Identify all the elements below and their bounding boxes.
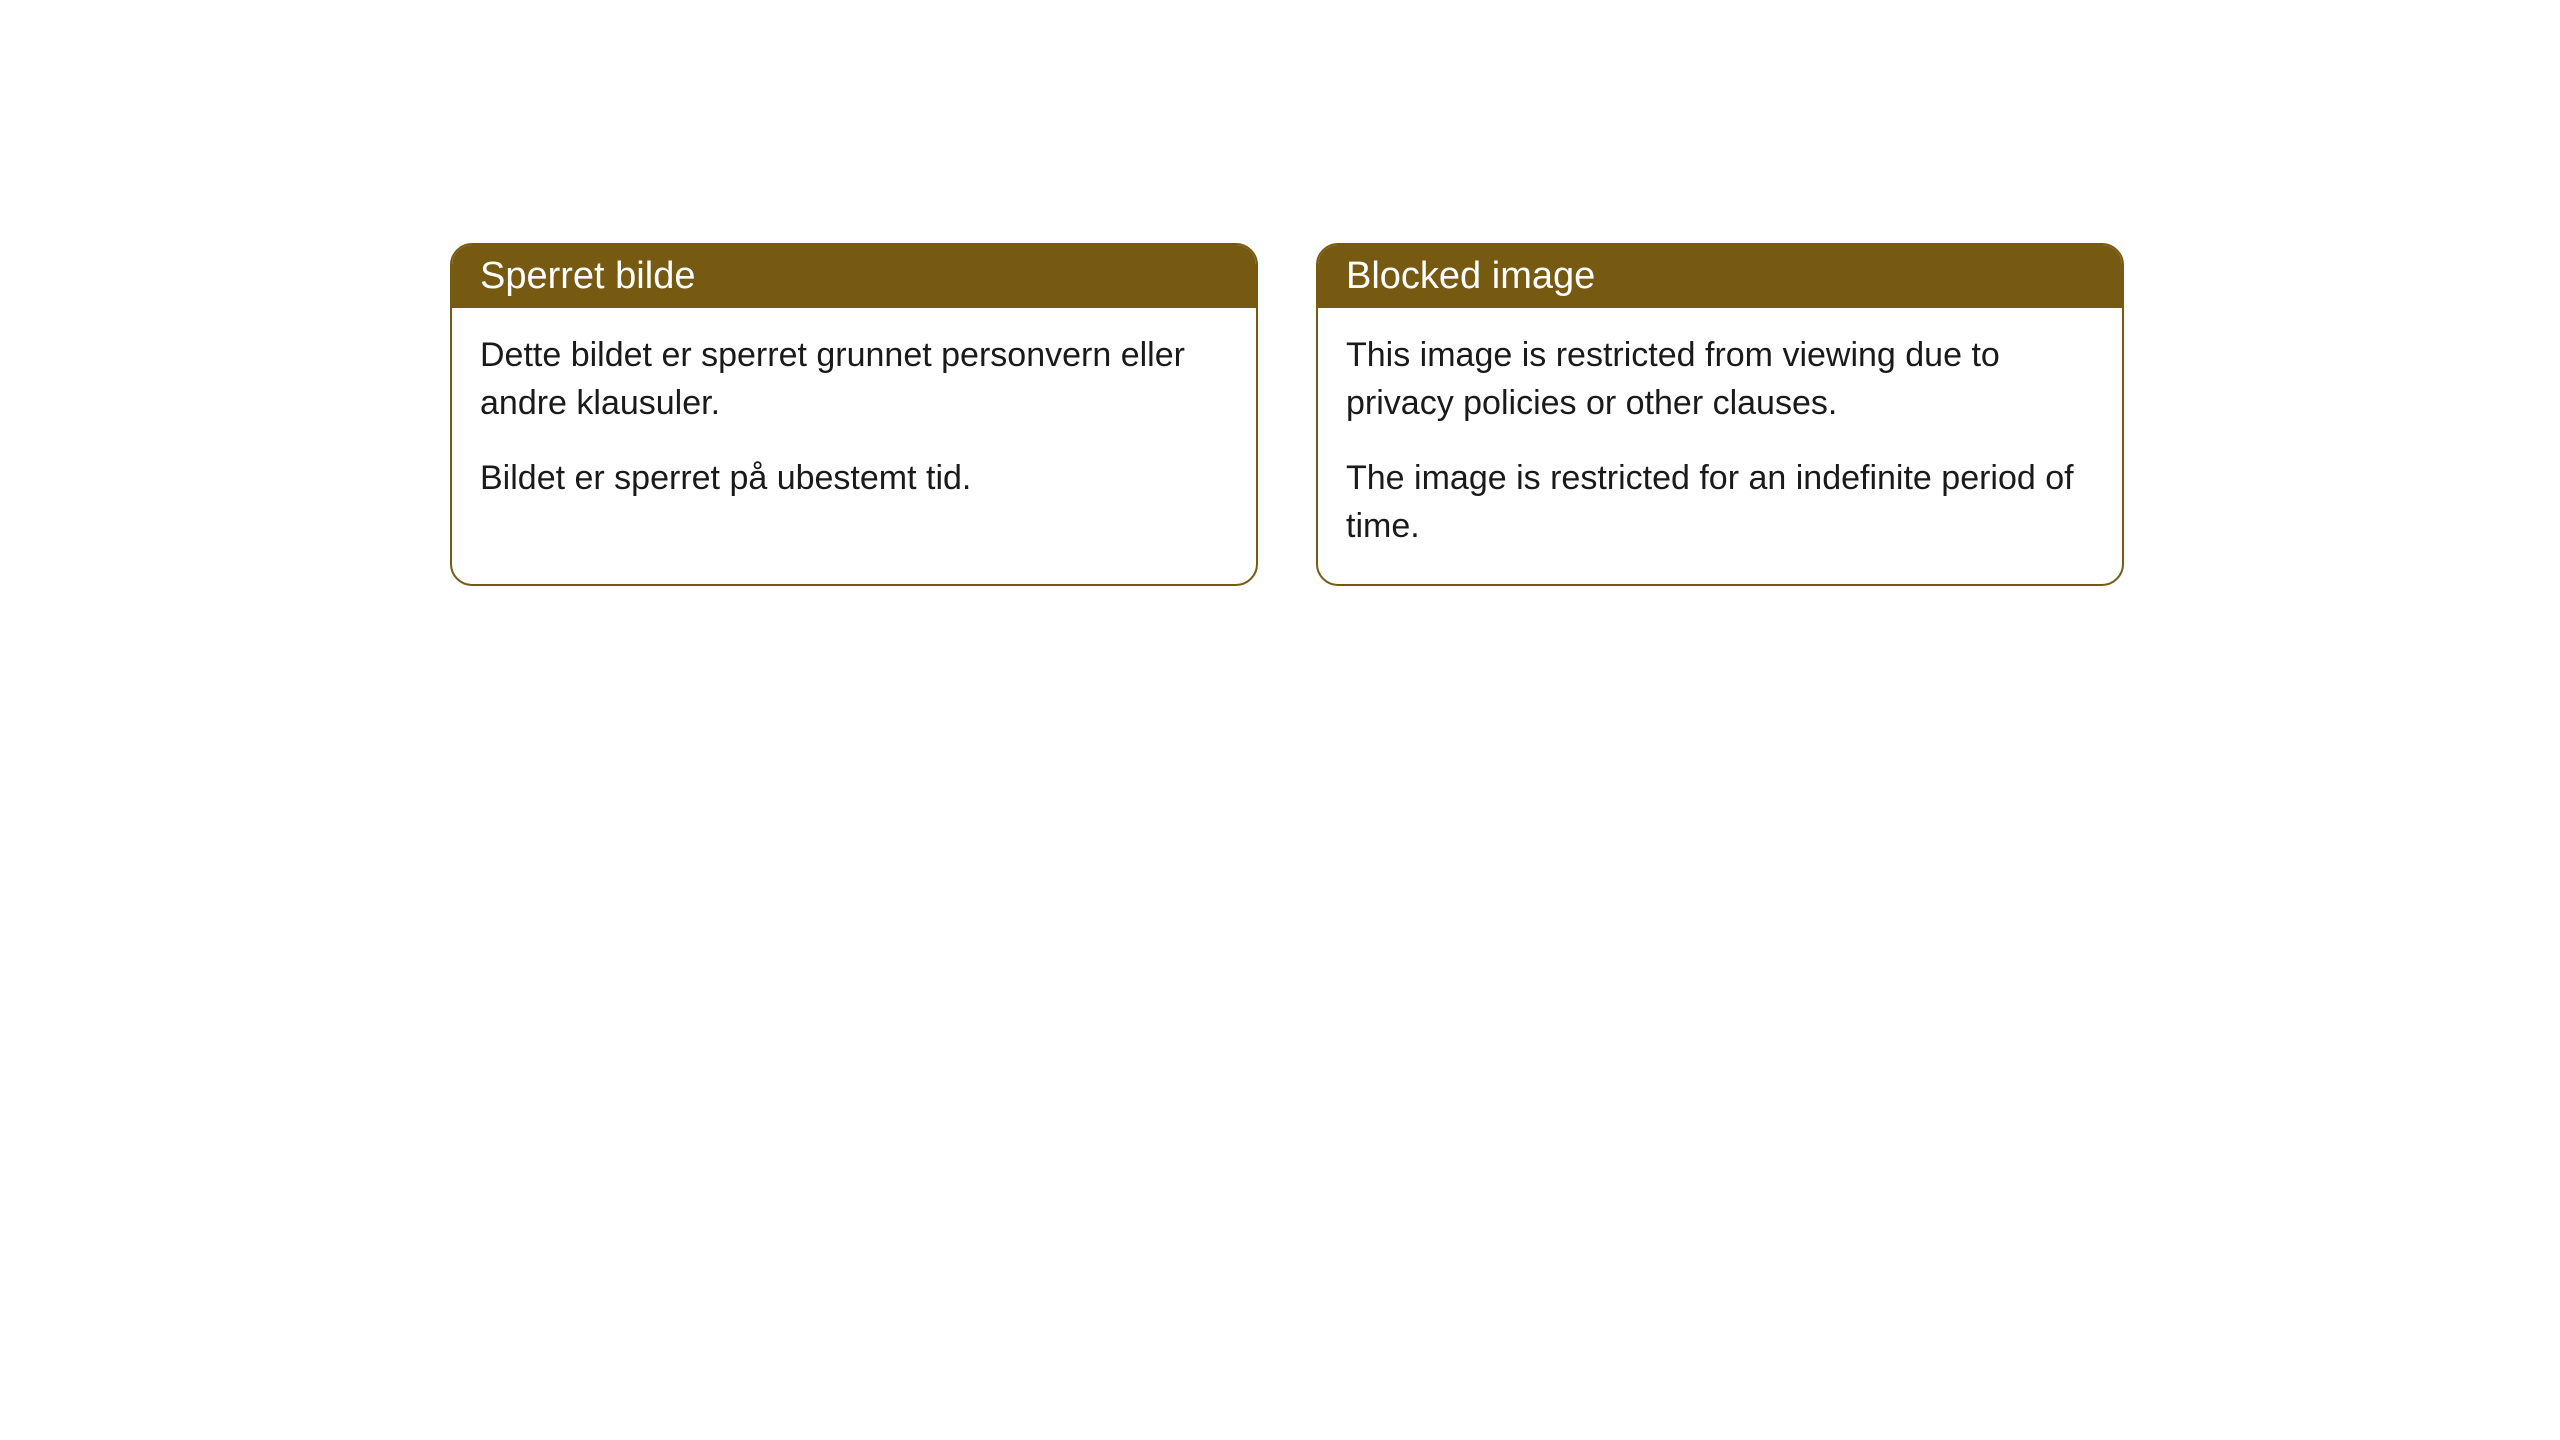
card-paragraph: The image is restricted for an indefinit… <box>1346 455 2094 550</box>
card-norwegian: Sperret bilde Dette bildet er sperret gr… <box>450 243 1258 586</box>
card-body-norwegian: Dette bildet er sperret grunnet personve… <box>452 308 1256 537</box>
card-header-norwegian: Sperret bilde <box>452 245 1256 308</box>
card-english: Blocked image This image is restricted f… <box>1316 243 2124 586</box>
cards-container: Sperret bilde Dette bildet er sperret gr… <box>450 243 2560 586</box>
card-paragraph: Bildet er sperret på ubestemt tid. <box>480 455 1228 503</box>
card-body-english: This image is restricted from viewing du… <box>1318 308 2122 584</box>
card-paragraph: Dette bildet er sperret grunnet personve… <box>480 332 1228 427</box>
card-header-english: Blocked image <box>1318 245 2122 308</box>
card-paragraph: This image is restricted from viewing du… <box>1346 332 2094 427</box>
